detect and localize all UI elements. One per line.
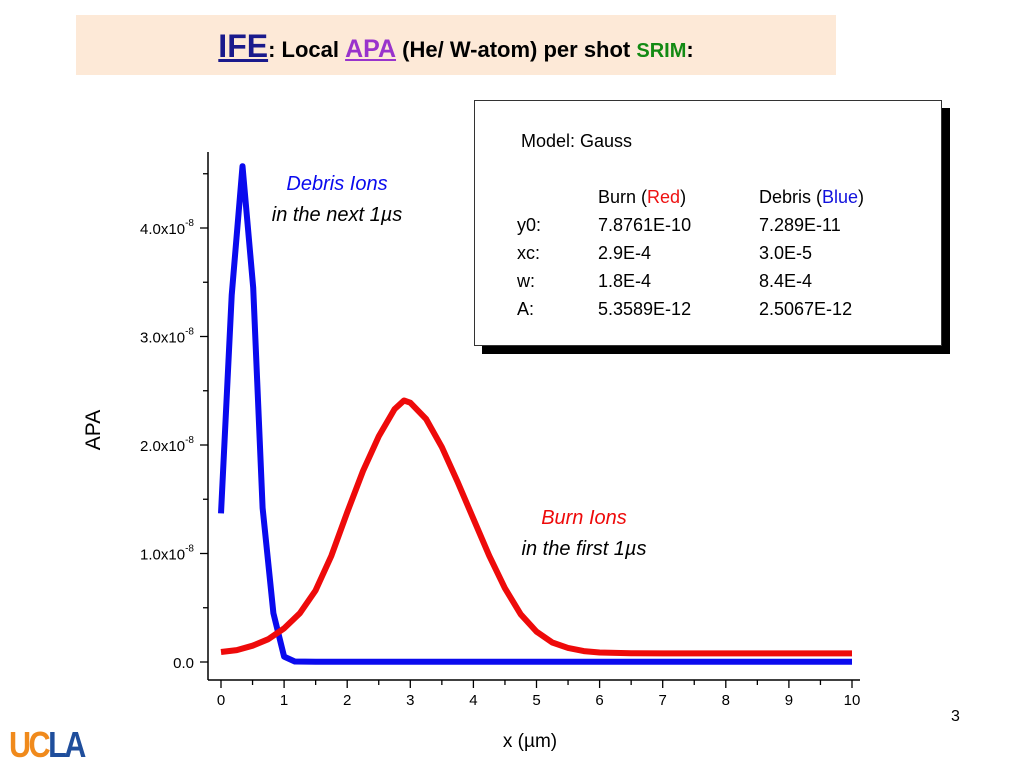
title-local: Local: [275, 37, 346, 62]
title-srim: SRIM: [636, 40, 687, 62]
header-burn: Burn (Red): [598, 187, 687, 207]
x-tick-label: 4: [469, 692, 477, 709]
x-tick-label: 9: [785, 692, 793, 709]
y-tick-mantissa: 4.0x10: [140, 221, 185, 238]
y-tick-exponent: -8: [185, 435, 194, 446]
title-ife: IFE: [218, 28, 269, 64]
y-tick-mantissa: 0.0: [173, 655, 194, 672]
y-tick-label: 0.0: [173, 655, 194, 672]
fit-parameters-box: Model: Gauss Burn (Red) Debris (Blue) y0…: [474, 100, 942, 346]
series-line-burn: [220, 397, 852, 657]
x-axis-label: x (µm): [503, 731, 557, 752]
title-rest: (He/ W-atom) per shot: [396, 37, 637, 62]
y-tick-exponent: -8: [185, 218, 194, 229]
table-row: w: 1.8E-4 8.4E-4: [517, 271, 813, 291]
y-tick-mantissa: 1.0x10: [140, 547, 185, 564]
y-axis-label: APA: [82, 410, 105, 450]
y-tick-exponent: -8: [185, 544, 194, 555]
title-colon: :: [268, 37, 276, 62]
slide-title: IFE: Local APA (He/ W-atom) per shot SRI…: [76, 15, 836, 75]
annotation-debris-title: Debris Ions: [286, 173, 387, 195]
annotation-burn-title: Burn Ions: [541, 507, 627, 529]
x-tick-label: 7: [659, 692, 667, 709]
title-colon-end: :: [686, 37, 694, 62]
x-tick-label: 3: [406, 692, 414, 709]
y-tick-exponent: -8: [185, 327, 194, 338]
annotation-debris-subtitle: in the next 1µs: [272, 204, 403, 226]
y-tick-mantissa: 2.0x10: [140, 438, 185, 455]
fit-parameters-table: Burn (Red) Debris (Blue) y0: 7.8761E-10 7.…: [517, 183, 864, 323]
table-row: xc: 2.9E-4 3.0E-5: [517, 243, 813, 263]
x-tick-label: 8: [722, 692, 730, 709]
title-apa: APA: [345, 35, 397, 63]
y-tick-mantissa: 3.0x10: [140, 330, 185, 347]
table-row: A: 5.3589E-12 2.5067E-12: [517, 299, 853, 319]
header-debris: Debris (Blue): [759, 187, 865, 207]
table-row: y0: 7.8761E-10 7.289E-11: [517, 215, 841, 235]
x-tick-label: 1: [280, 692, 288, 709]
x-tick-label: 5: [532, 692, 540, 709]
series-line-debris: [218, 163, 852, 665]
table-header-row: Burn (Red) Debris (Blue): [517, 183, 864, 211]
page-number: 3: [951, 708, 960, 725]
x-tick-label: 0: [217, 692, 225, 709]
y-tick-label: 3.0x10-8: [140, 327, 194, 347]
x-tick-label: 6: [595, 692, 603, 709]
y-tick-label: 1.0x10-8: [140, 544, 194, 564]
y-tick-label: 4.0x10-8: [140, 218, 194, 238]
x-tick-label: 2: [343, 692, 351, 709]
ucla-logo: UCLA: [9, 724, 86, 765]
y-tick-label: 2.0x10-8: [140, 435, 194, 455]
model-label: Model: Gauss: [521, 131, 633, 151]
annotation-burn-subtitle: in the first 1µs: [522, 538, 647, 560]
x-tick-label: 10: [844, 692, 861, 709]
